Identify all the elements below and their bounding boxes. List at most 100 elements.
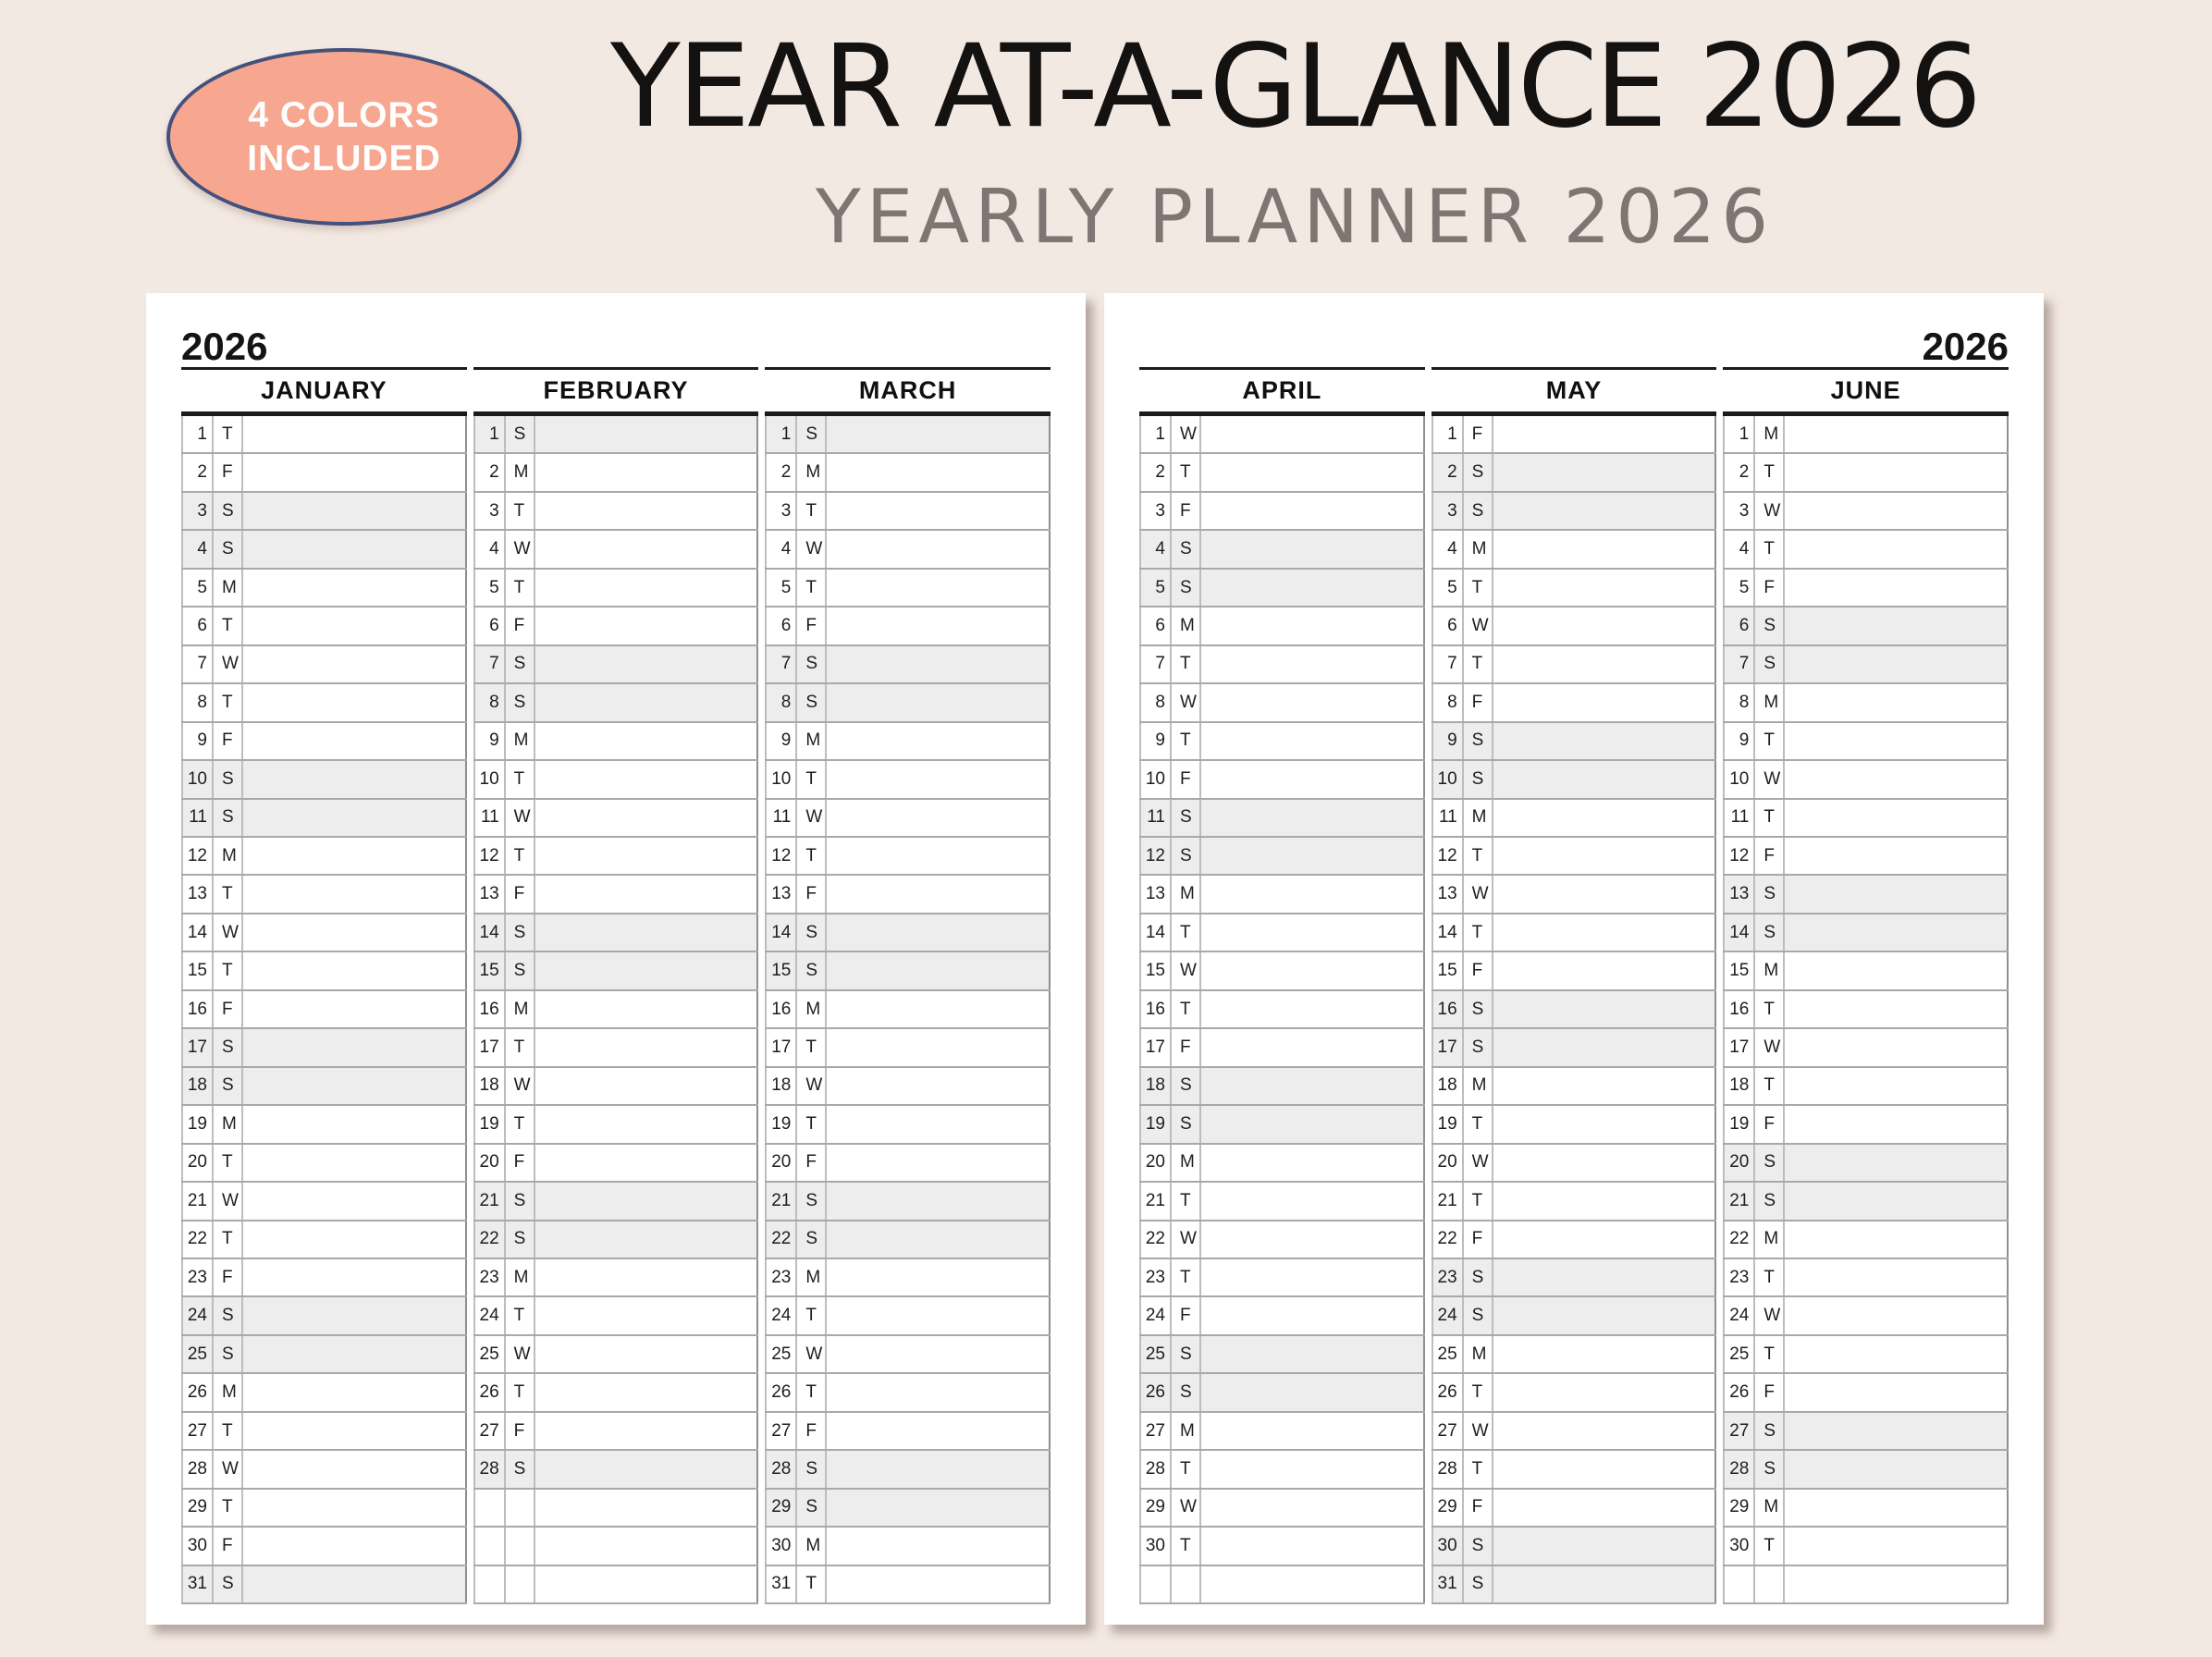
day-note-area [1785,799,2009,836]
month-title: JUNE [1723,367,2009,416]
day-note-area [1201,684,1425,721]
day-letter: T [797,1374,828,1411]
day-letter: M [506,454,535,491]
day-row: 16 T [1723,990,2009,1030]
day-note-area [1785,492,2009,530]
day-note-area [1201,1106,1425,1143]
day-number: 16 [1139,990,1172,1028]
day-note-area [243,531,467,568]
day-note-area [827,799,1051,836]
day-number: 26 [181,1374,214,1411]
day-note-area [1493,1106,1717,1143]
day-note-area [1493,1067,1717,1105]
day-note-area [1493,1565,1717,1603]
day-row: 30 S [1431,1528,1717,1566]
day-note-area [243,799,467,836]
month-column-february: FEBRUARY 1 S 2 M 3 T 4 W 5 T 6 F 7 S 8 S 9 M 10 T 11 W 12 T 13 F 14… [473,367,759,1605]
month-grid: 1 F 2 S 3 S 4 M 5 T 6 W 7 T 8 F 9 S 10 S 11 M 12 T 13 W 14 T 15 F 16 S 1… [1431,416,1717,1605]
day-row: 14 T [1431,914,1717,953]
day-letter: W [1755,761,1786,798]
day-row: 15 S [765,952,1051,991]
day-row: 24 T [765,1297,1051,1336]
day-letter: T [1172,1183,1201,1220]
day-number: 1 [473,416,506,453]
day-number: 21 [1139,1183,1172,1220]
day-letter: S [1172,799,1201,836]
day-letter: T [1172,1451,1201,1488]
day-letter: F [1172,761,1201,798]
day-number: 3 [1431,492,1464,530]
day-number: 1 [765,416,798,453]
day-number: 17 [1431,1029,1464,1066]
day-note-area [1201,1528,1425,1565]
day-letter: M [1755,952,1786,989]
day-row: 11 S [1139,799,1425,838]
day-number: 10 [473,761,506,798]
day-number: 27 [181,1412,214,1450]
day-letter: T [1172,454,1201,491]
day-letter: W [1172,416,1201,453]
day-letter: S [1172,531,1201,568]
day-note-area [1201,1258,1425,1296]
day-row: 21 W [181,1183,467,1221]
day-note-area [1785,914,2009,951]
day-note-area [243,1374,467,1411]
day-row: 20 T [181,1144,467,1184]
day-letter: S [1463,1258,1493,1296]
day-letter: W [1755,1029,1786,1066]
day-note-area [1785,454,2009,491]
day-number: 8 [1431,684,1464,721]
day-note-area [535,1565,759,1603]
day-row [473,1489,759,1528]
day-letter: S [1172,569,1201,607]
day-row: 13 W [1431,876,1717,914]
day-number: 1 [181,416,214,453]
planner-page-left: 2026 JANUARY 1 T 2 F 3 S 4 S 5 M 6 T 7 W 8 T 9 F 10 S 11 S 12 M 1… [146,293,1086,1625]
day-note-area [1785,990,2009,1028]
day-letter: S [1463,1297,1493,1334]
day-letter: F [1755,1374,1786,1411]
day-note-area [535,531,759,568]
day-note-area [243,608,467,644]
day-note-area [1493,799,1717,836]
day-note-area [535,1489,759,1527]
day-number: 12 [473,837,506,875]
day-row: 10 S [181,761,467,800]
day-row: 10 S [1431,761,1717,800]
day-row: 18 S [1139,1067,1425,1107]
day-row: 22 S [765,1221,1051,1259]
day-note-area [1785,1144,2009,1182]
day-number: 14 [1431,914,1464,951]
day-note-area [1493,454,1717,491]
day-letter: W [797,1067,828,1105]
day-row: 27 S [1723,1412,2009,1452]
day-letter: F [1464,416,1493,453]
planner-page-right: 2026 APRIL 1 W 2 T 3 F 4 S 5 S 6 M 7 T 8 W 9 T 10 F 11 S 12 S 13 M… [1104,293,2044,1625]
day-letter: M [797,454,828,491]
day-note-area [1201,454,1425,491]
day-row: 14 S [1723,914,2009,953]
day-number: 1 [1139,416,1172,453]
day-note-area [1493,1451,1717,1488]
day-note-area [827,645,1051,683]
day-letter: T [214,1144,243,1182]
day-note-area [535,1183,759,1220]
day-row: 21 S [765,1183,1051,1221]
day-number: 18 [765,1067,798,1105]
day-number: 4 [181,531,214,568]
day-number: 11 [765,799,798,836]
day-letter: M [1464,1335,1493,1373]
day-number: 16 [1723,990,1756,1028]
day-letter: S [1463,1565,1493,1603]
day-note-area [1785,1183,2009,1220]
day-letter: W [214,914,243,951]
